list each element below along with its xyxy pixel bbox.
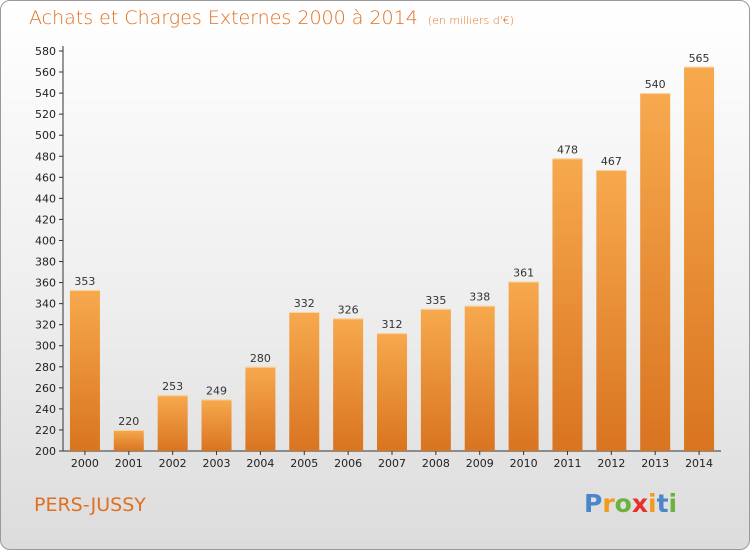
- x-tick-label: 2002: [159, 457, 187, 470]
- y-tick-label: 280: [35, 361, 56, 374]
- x-tick-label: 2010: [510, 457, 538, 470]
- x-tick-label: 2004: [246, 457, 274, 470]
- logo-letter: o: [614, 489, 632, 518]
- data-label: 220: [118, 415, 139, 428]
- y-tick-label: 200: [35, 445, 56, 458]
- bar: [552, 158, 583, 452]
- x-tick-label: 2011: [553, 457, 581, 470]
- y-tick-label: 540: [35, 87, 56, 100]
- y-tick-label: 560: [35, 66, 56, 79]
- data-label: 361: [513, 267, 534, 280]
- y-tick-label: 480: [35, 150, 56, 163]
- x-tick-label: 2001: [115, 457, 143, 470]
- y-tick-label: 220: [35, 424, 56, 437]
- bar: [640, 93, 671, 452]
- bar: [508, 281, 539, 451]
- x-tick-label: 2009: [466, 457, 494, 470]
- logo-letter: r: [602, 489, 615, 518]
- x-tick-label: 2000: [71, 457, 99, 470]
- bar: [420, 308, 451, 451]
- y-tick-label: 360: [35, 277, 56, 290]
- y-tick-label: 500: [35, 129, 56, 142]
- x-tick-label: 2008: [422, 457, 450, 470]
- y-tick-label: 580: [35, 45, 56, 58]
- x-tick-label: 2013: [641, 457, 669, 470]
- bar: [684, 66, 715, 451]
- y-tick-label: 380: [35, 256, 56, 269]
- bar: [596, 169, 627, 451]
- y-tick-label: 520: [35, 108, 56, 121]
- y-tick-label: 400: [35, 234, 56, 247]
- y-tick-label: 340: [35, 298, 56, 311]
- bar: [464, 305, 495, 451]
- data-label: 249: [206, 384, 227, 397]
- bar: [377, 333, 407, 451]
- bar: [289, 312, 320, 451]
- data-label: 253: [162, 380, 183, 393]
- data-label: 326: [338, 303, 359, 316]
- y-tick-label: 260: [35, 382, 56, 395]
- x-tick-label: 2012: [597, 457, 625, 470]
- data-label: 338: [469, 291, 490, 304]
- data-label: 280: [250, 352, 271, 365]
- y-tick-label: 240: [35, 403, 56, 416]
- place-name: PERS-JUSSY: [34, 494, 146, 516]
- logo-letter: i: [668, 489, 678, 518]
- bar: [201, 399, 232, 451]
- y-tick-label: 320: [35, 319, 56, 332]
- data-label: 565: [689, 52, 710, 65]
- data-label: 540: [645, 78, 666, 91]
- data-label: 478: [557, 143, 578, 156]
- bar: [245, 366, 276, 451]
- logo-letter: x: [631, 489, 648, 518]
- bar: [69, 289, 100, 451]
- y-tick-label: 440: [35, 192, 56, 205]
- data-label: 353: [74, 275, 95, 288]
- x-tick-label: 2005: [290, 457, 318, 470]
- proxiti-logo: Proxiti: [584, 489, 677, 518]
- chart-title-text: Achats et Charges Externes 2000 à 2014: [29, 7, 418, 29]
- logo-letter: t: [656, 489, 669, 518]
- bar: [333, 318, 364, 451]
- data-label: 312: [382, 318, 403, 331]
- x-tick-label: 2014: [685, 457, 713, 470]
- bar: [113, 429, 144, 451]
- y-tick-label: 420: [35, 213, 56, 226]
- data-label: 467: [601, 155, 622, 168]
- data-label: 335: [425, 294, 446, 307]
- y-tick-label: 300: [35, 340, 56, 353]
- bar: [157, 395, 188, 451]
- x-tick-label: 2007: [378, 457, 406, 470]
- chart-subtitle: (en milliers d'€): [427, 14, 515, 27]
- x-tick-label: 2003: [203, 457, 231, 470]
- data-label: 332: [294, 297, 315, 310]
- chart-title: Achats et Charges Externes 2000 à 2014 (e…: [29, 7, 514, 29]
- logo-letter: P: [584, 489, 603, 518]
- y-tick-label: 460: [35, 171, 56, 184]
- logo-letter: i: [648, 489, 657, 518]
- x-tick-label: 2006: [334, 457, 362, 470]
